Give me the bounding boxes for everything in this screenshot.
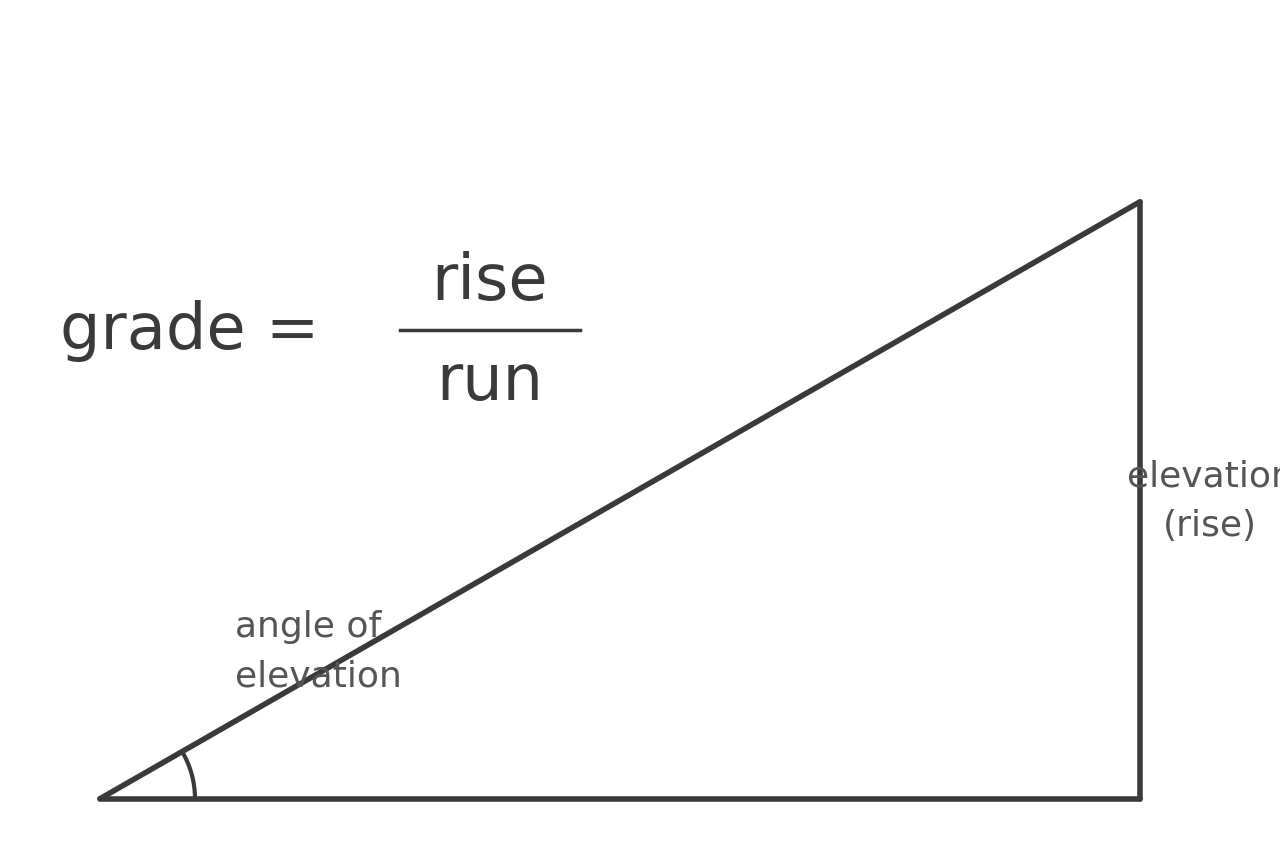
Text: Elevation Grade: Elevation Grade [329,24,951,100]
Text: rise: rise [431,251,548,312]
Text: run: run [436,351,544,413]
Text: grade =: grade = [60,299,339,362]
Text: angle of
elevation: angle of elevation [236,609,402,693]
Text: elevation
(rise): elevation (rise) [1126,459,1280,543]
